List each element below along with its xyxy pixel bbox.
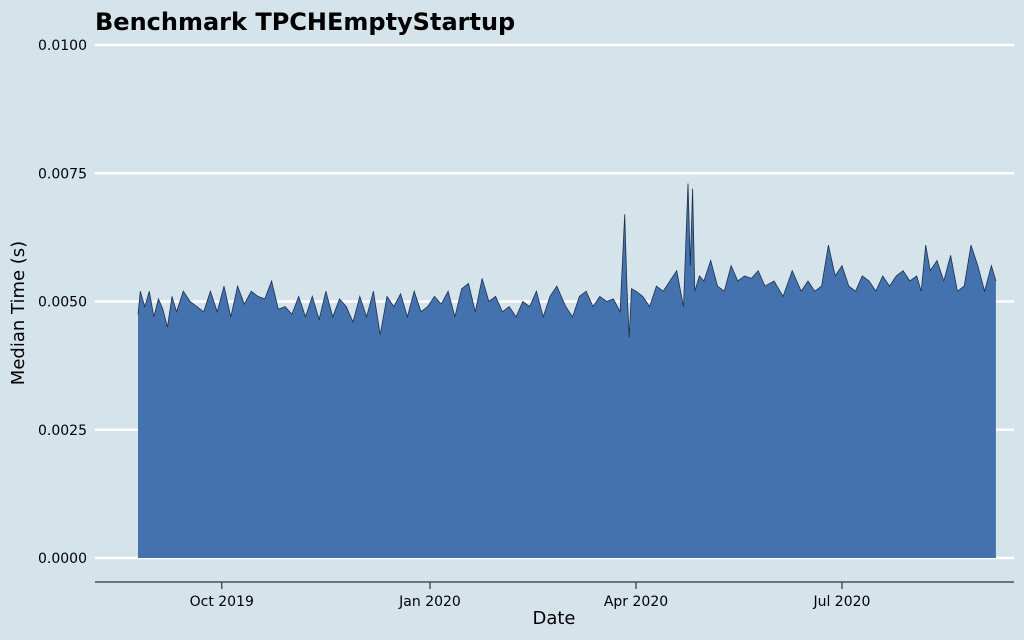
series-line xyxy=(137,183,997,338)
y-axis-label: Median Time (s) xyxy=(8,241,29,385)
x-tick-label-0: Oct 2019 xyxy=(190,594,254,610)
chart-title: Benchmark TPCHEmptyStartup xyxy=(95,8,515,36)
y-tick-label-3: 0.0075 xyxy=(38,166,87,182)
x-tick-label-2: Apr 2020 xyxy=(604,594,668,610)
y-tick-labels: 0.0000 0.0025 0.0050 0.0075 0.0100 xyxy=(38,38,87,567)
y-tick-label-1: 0.0025 xyxy=(38,423,87,439)
y-tick-label-0: 0.0000 xyxy=(38,551,87,567)
x-axis-label: Date xyxy=(532,608,575,629)
y-tick-label-2: 0.0050 xyxy=(38,295,87,311)
x-tick-label-1: Jan 2020 xyxy=(398,594,461,610)
x-axis: Oct 2019 Jan 2020 Apr 2020 Jul 2020 xyxy=(95,581,1014,610)
y-tick-label-4: 0.0100 xyxy=(38,38,87,54)
x-tick-label-3: Jul 2020 xyxy=(812,594,870,610)
series-area-fill xyxy=(138,183,996,558)
series-area xyxy=(137,183,997,558)
